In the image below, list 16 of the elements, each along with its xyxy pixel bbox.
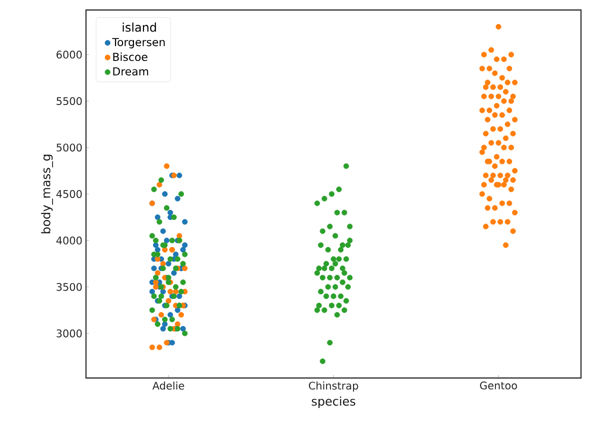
y-tick-label: 3500 [56,282,82,291]
legend-title: island [122,22,156,32]
x-tick-label: Adelie [152,382,184,390]
legend-label: Torgersen [112,38,165,48]
legend-label: Biscoe [113,52,148,62]
legend-label: Dream [113,67,148,76]
y-tick-label: 5000 [56,144,82,152]
y-axis-title: body_mass_g [41,154,53,234]
y-tick-label: 4500 [56,190,82,198]
y-tick-label: 4000 [56,236,82,244]
y-tick-label: 6000 [56,50,82,59]
x-axis-title: species [312,396,356,408]
y-tick-label: 5500 [56,97,82,106]
y-tick-label: 3000 [56,329,82,338]
x-tick-label: Chinstrap [308,382,358,392]
x-tick-label: Gentoo [480,382,517,390]
